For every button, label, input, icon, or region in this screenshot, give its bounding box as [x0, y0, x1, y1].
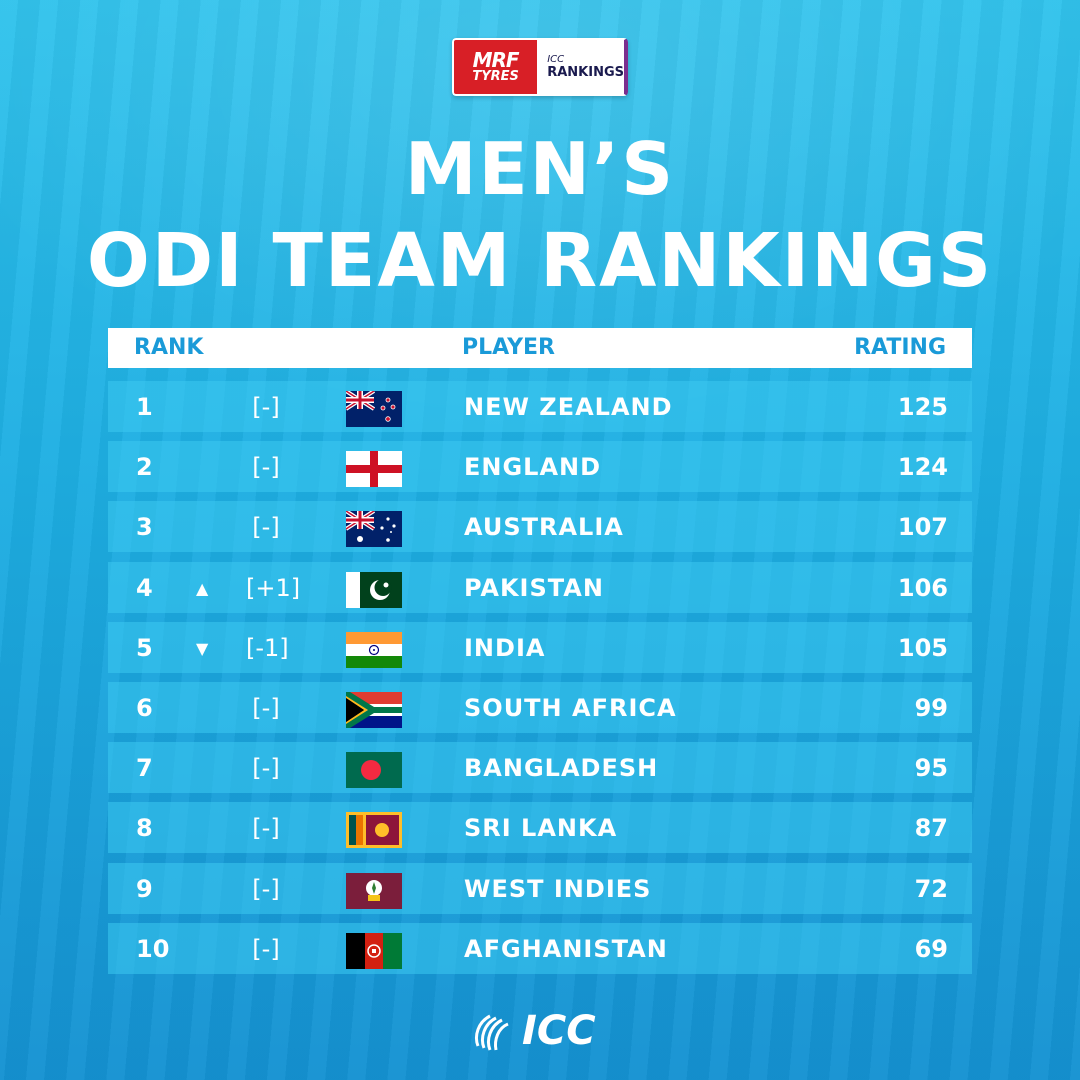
team-name-cell: BANGLADESH — [464, 754, 659, 783]
rating-cell: 105 — [897, 633, 948, 662]
sri-lanka-flag — [346, 812, 402, 849]
table-header: RANK PLAYER RATING — [108, 328, 972, 368]
table-row: 1 [-] NEW ZEALAND 125 — [108, 381, 972, 432]
table-row: 9 [-] WEST INDIES 72 — [108, 862, 972, 914]
rank-change-cell: [-] — [252, 874, 280, 903]
team-name-cell: SOUTH AFRICA — [464, 694, 677, 722]
page-title-line-1: MEN’S — [404, 127, 676, 211]
rating-cell: 72 — [914, 874, 948, 903]
table-row: 5 ▼ [-1] INDIA 105 — [108, 621, 972, 673]
team-name-cell: NEW ZEALAND — [464, 393, 673, 421]
rank-change-cell: [-] — [252, 513, 280, 542]
icc-rankings-logo: ICC RANKINGS — [537, 38, 628, 96]
rank-cell: 7 — [136, 754, 153, 783]
rating-cell: 125 — [897, 393, 948, 421]
rating-cell: 95 — [914, 754, 948, 783]
rank-change-cell: [+1] — [246, 573, 301, 602]
rating-cell: 106 — [897, 573, 948, 602]
rank-cell: 8 — [136, 814, 153, 843]
icc-small-text: ICC — [547, 54, 565, 65]
table-row: 6 [-] SOUTH AFRICA 99 — [108, 682, 972, 733]
rank-cell: 4 — [136, 573, 153, 602]
team-name-cell: SRI LANKA — [464, 814, 618, 843]
australia-flag — [346, 511, 402, 548]
table-row: 8 [-] SRI LANKA 87 — [108, 802, 972, 854]
team-name-cell: INDIA — [464, 633, 546, 662]
rank-change-cell: [-] — [252, 814, 280, 843]
team-name-cell: PAKISTAN — [464, 573, 604, 602]
icc-footer-logo: ICC — [470, 1002, 610, 1060]
up-arrow-icon: ▲ — [196, 578, 209, 598]
table-row: 3 [-] AUSTRALIA 107 — [108, 501, 972, 553]
team-name-cell: ENGLAND — [464, 453, 602, 482]
rank-cell: 3 — [136, 513, 153, 542]
team-name-cell: AFGHANISTAN — [464, 934, 668, 963]
team-name-cell: AUSTRALIA — [464, 513, 624, 542]
england-flag — [346, 451, 402, 488]
mrf-icc-rankings-logo: MRF TYRES ICC RANKINGS — [452, 38, 628, 96]
rank-change-cell: [-] — [252, 754, 280, 783]
pakistan-flag — [346, 571, 402, 608]
rank-change-cell: [-] — [252, 393, 280, 421]
rating-cell: 87 — [914, 814, 948, 843]
new-zealand-flag — [346, 391, 402, 427]
rank-cell: 5 — [136, 633, 153, 662]
header-rank: RANK — [134, 335, 204, 360]
team-name-cell: WEST INDIES — [464, 874, 652, 903]
rank-cell: 9 — [136, 874, 153, 903]
header-rating: RATING — [854, 335, 946, 360]
rank-change-cell: [-] — [252, 934, 280, 963]
page-title-line-2: ODI TEAM RANKINGS — [86, 218, 994, 304]
mrf-tyres-logo: MRF TYRES — [452, 38, 538, 96]
icc-logo-text: ICC — [522, 1008, 596, 1054]
rank-cell: 1 — [136, 393, 153, 421]
rank-change-cell: [-] — [252, 453, 280, 482]
rating-cell: 124 — [897, 453, 948, 482]
rank-cell: 6 — [136, 694, 153, 722]
table-row: 7 [-] BANGLADESH 95 — [108, 742, 972, 794]
west-indies-flag — [346, 872, 402, 909]
rating-cell: 99 — [914, 694, 948, 722]
south-africa-flag — [346, 692, 402, 728]
table-row: 10 [-] AFGHANISTAN 69 — [108, 922, 972, 974]
rating-cell: 107 — [897, 513, 948, 542]
rank-cell: 2 — [136, 453, 153, 482]
down-arrow-icon: ▼ — [196, 638, 209, 658]
mrf-text: MRF — [472, 48, 520, 72]
rating-cell: 69 — [914, 934, 948, 963]
bangladesh-flag — [346, 752, 402, 789]
afghanistan-flag — [346, 932, 402, 969]
table-row: 2 [-] ENGLAND 124 — [108, 441, 972, 493]
tyres-text: TYRES — [472, 69, 519, 84]
india-flag — [346, 631, 402, 668]
table-row: 4 ▲ [+1] PAKISTAN 106 — [108, 561, 972, 613]
rank-cell: 10 — [136, 934, 170, 963]
rank-change-cell: [-] — [252, 694, 280, 722]
header-player: PLAYER — [462, 335, 555, 360]
rankings-text: RANKINGS — [547, 65, 624, 80]
rank-change-cell: [-1] — [246, 633, 289, 662]
icc-ball-icon — [475, 1014, 509, 1051]
